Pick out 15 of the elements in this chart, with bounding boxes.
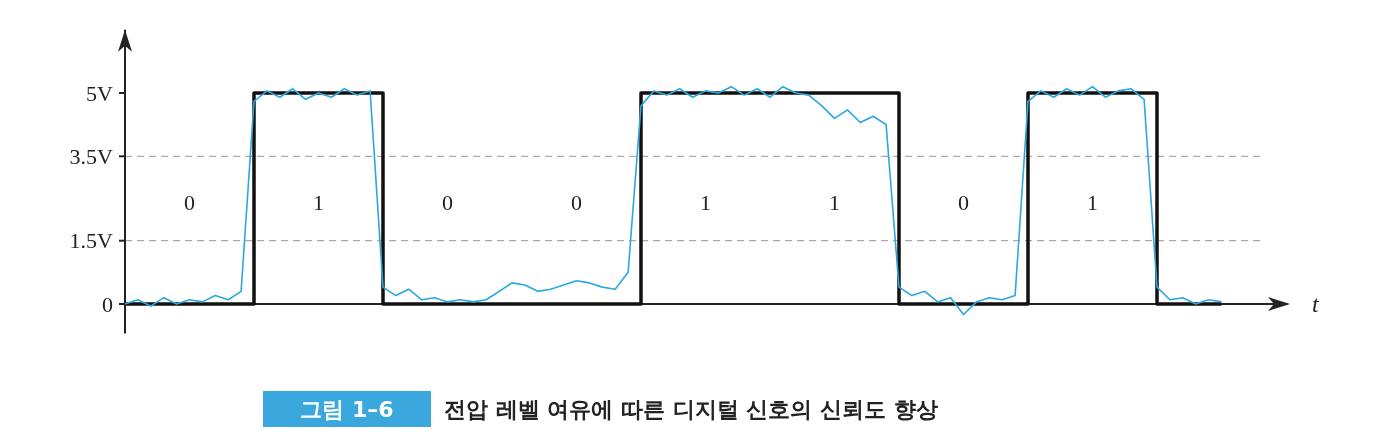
annotation: 1 [700,190,711,216]
annotation: 0 [442,190,453,216]
text: 전압 레벨 여유에 따른 디지털 신호의 신뢰도 향상 [444,396,938,422]
annotation: 0 [184,190,195,216]
text: 그림 1–6 [300,396,394,422]
y-tick-label: 1.5V [69,228,114,254]
annotation: 1 [313,190,324,216]
y-tick-label: 5V [86,80,114,106]
annotation: 0 [958,190,969,216]
y-tick-label: 3.5V [69,144,114,169]
x-axis-title: t [1312,291,1320,318]
y-tick-label: 0 [102,291,113,317]
annotation: 1 [829,190,840,216]
annotation: 1 [1087,190,1098,216]
annotation: 0 [571,190,582,216]
